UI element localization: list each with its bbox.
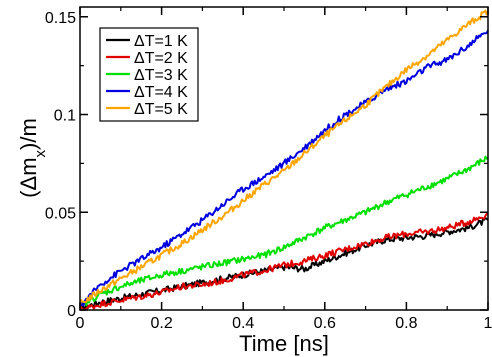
series-line-2 bbox=[79, 213, 489, 311]
legend-label-3: ΔT=3 K bbox=[134, 67, 188, 84]
series-line-3 bbox=[79, 155, 489, 307]
legend-label-5: ΔT=5 K bbox=[134, 101, 188, 118]
series-line-1 bbox=[79, 217, 489, 311]
x-tick-label: 0.8 bbox=[395, 315, 417, 332]
series-line-4 bbox=[79, 30, 489, 307]
x-tick-label: 1 bbox=[484, 315, 492, 332]
y-tick-label: 0.15 bbox=[45, 10, 76, 27]
y-tick-label: 0 bbox=[67, 303, 76, 320]
legend-label-2: ΔT=2 K bbox=[134, 50, 188, 67]
series-layer bbox=[79, 9, 489, 311]
ticks-layer: 0 0.2 0.4 0.6 0.8 1 0 0.05 0.1 0.15 bbox=[45, 7, 492, 332]
x-tick-label: 0 bbox=[76, 315, 85, 332]
legend-label-4: ΔT=4 K bbox=[134, 84, 188, 101]
y-axis-label-subscript: x bbox=[32, 149, 49, 157]
y-axis-label: (Δmx)/m bbox=[16, 118, 49, 198]
series-line-5 bbox=[79, 9, 489, 305]
x-tick-label: 0.2 bbox=[150, 315, 172, 332]
y-axis-label-main: (Δm bbox=[16, 157, 41, 197]
y-tick-label: 0.05 bbox=[45, 205, 76, 222]
x-tick-label: 0.4 bbox=[232, 315, 254, 332]
y-axis-label-tail: )/m bbox=[16, 118, 41, 150]
legend-label-1: ΔT=1 K bbox=[134, 33, 188, 50]
legend: ΔT=1 KΔT=2 KΔT=3 KΔT=4 KΔT=5 K bbox=[99, 27, 199, 122]
y-tick-label: 0.1 bbox=[54, 108, 76, 125]
x-axis-label: Time [ns] bbox=[239, 331, 329, 356]
x-tick-label: 0.6 bbox=[314, 315, 336, 332]
